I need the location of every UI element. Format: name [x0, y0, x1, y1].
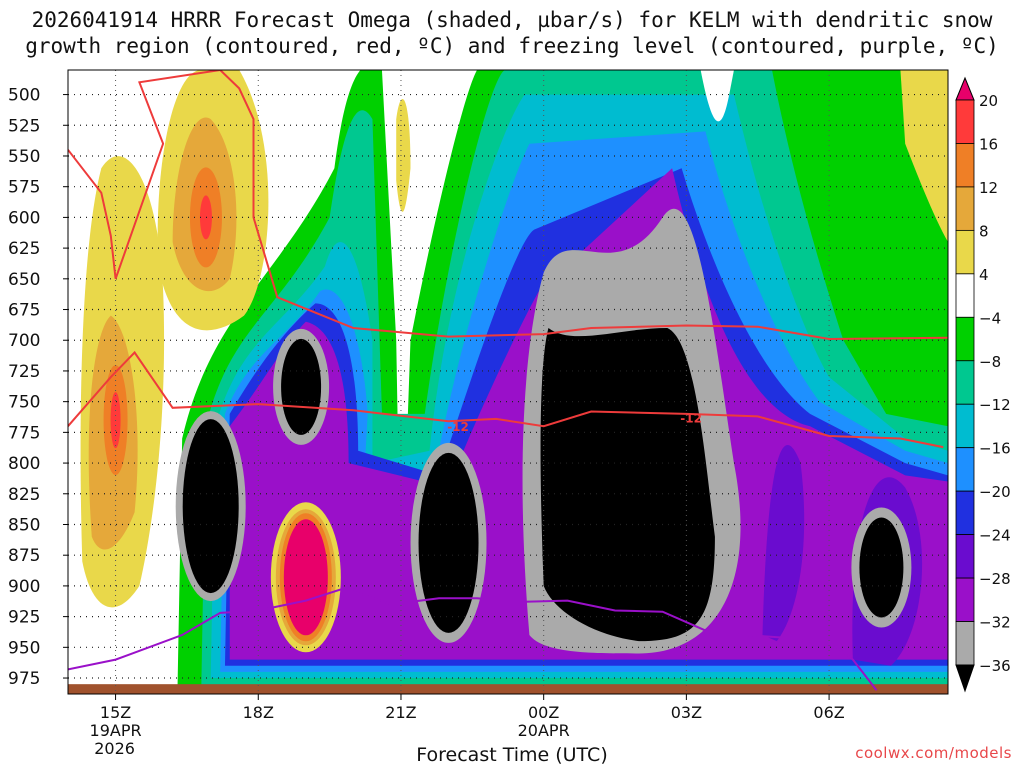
y-tick-label-800: 800 [8, 454, 40, 474]
colorbar-label-8: −16 [979, 440, 1011, 458]
y-tick-label-550: 550 [8, 147, 40, 167]
omega-core-black-2 [281, 338, 322, 435]
y-tick-label-975: 975 [8, 669, 40, 689]
dendritic-contour-2 [68, 70, 948, 341]
plot-area: -12 -12 [68, 70, 948, 694]
freezing-level-contour [68, 587, 878, 691]
x-tick-label-00Z: 00Z [528, 703, 559, 722]
x-tick-year-15Z: 2026 [94, 739, 135, 758]
colorbar-box-10 [955, 490, 975, 536]
y-tick-label-650: 650 [8, 270, 40, 290]
colorbar-box-12 [955, 577, 975, 622]
chart-title-line-2: growth region (contoured, red, ºC) and f… [25, 34, 999, 58]
x-tick-date-15Z: 19APR [90, 721, 142, 740]
colorbar-box-6 [955, 316, 975, 362]
omega-core-black-1 [182, 419, 239, 594]
colorbar-label-9: −20 [979, 483, 1011, 501]
y-tick-label-900: 900 [8, 577, 40, 597]
colorbar-label-0: 20 [979, 92, 998, 110]
y-tick-label-875: 875 [8, 546, 40, 566]
colorbar-box-2 [955, 143, 975, 188]
y-tick-label-600: 600 [8, 208, 40, 228]
y-tick-label-825: 825 [8, 485, 40, 505]
plot-frame [67, 69, 949, 695]
y-tick-label-700: 700 [8, 331, 40, 351]
y-tick-label-950: 950 [8, 638, 40, 658]
colorbar-box-8 [955, 403, 975, 449]
omega-core-black-4 [859, 517, 904, 618]
colorbar-label-2: 12 [979, 179, 998, 197]
colorbar-label-3: 8 [979, 222, 989, 240]
colorbar-bottom-arrow [955, 664, 975, 693]
omega-pos-yellow-5 [900, 70, 948, 242]
y-tick-label-525: 525 [8, 116, 40, 136]
x-tick-label-06Z: 06Z [813, 703, 844, 722]
colorbar-top-arrow [955, 76, 975, 101]
colorbar-label-13: −36 [979, 657, 1011, 675]
colorbar-label-4: 4 [979, 266, 989, 284]
y-tick-label-725: 725 [8, 362, 40, 382]
omega-gap-white [700, 70, 734, 122]
colorbar-label-11: −28 [979, 570, 1011, 588]
omega-pos-magenta [283, 519, 328, 636]
omega-violet-tongue [762, 445, 805, 642]
colorbar-label-12: −32 [979, 614, 1011, 632]
colorbar-box-9 [955, 447, 975, 492]
y-tick-label-750: 750 [8, 393, 40, 413]
colorbar-box-5 [955, 273, 975, 318]
y-tick-label-500: 500 [8, 86, 40, 106]
colorbar-label-7: −12 [979, 396, 1011, 414]
colorbar-label-6: −8 [979, 353, 1001, 371]
omega-core-black-main [540, 327, 715, 642]
x-tick-label-15Z: 15Z [100, 703, 131, 722]
y-tick-label-675: 675 [8, 301, 40, 321]
x-tick-label-03Z: 03Z [671, 703, 702, 722]
x-axis-title: Forecast Time (UTC) [416, 744, 608, 766]
colorbar-box-4 [955, 229, 975, 275]
colorbar-label-1: 16 [979, 135, 998, 153]
y-tick-label-575: 575 [8, 178, 40, 198]
dendritic-contour-1 [68, 350, 944, 449]
y-tick-label-625: 625 [8, 239, 40, 259]
x-tick-label-18Z: 18Z [243, 703, 274, 722]
colorbar-label-10: −24 [979, 527, 1011, 545]
omega-pos-yellow-4 [396, 99, 411, 212]
chart-title-line-1: 2026041914 HRRR Forecast Omega (shaded, … [31, 8, 993, 32]
y-tick-label-925: 925 [8, 608, 40, 628]
y-tick-label-775: 775 [8, 423, 40, 443]
ground-terrain-strip [68, 684, 948, 694]
omega-pos-red-2 [199, 195, 212, 240]
omega-core-black-3 [418, 452, 479, 633]
dendritic-label-1: -12 [447, 420, 469, 434]
colorbar-label-5: −4 [979, 309, 1001, 327]
colorbar-box-13 [955, 621, 975, 666]
dendritic-label-2: -12 [680, 412, 702, 426]
x-tick-date-00Z: 20APR [518, 721, 570, 740]
colorbar-box-3 [955, 186, 975, 231]
x-tick-label-21Z: 21Z [385, 703, 416, 722]
colorbar-box-1 [955, 99, 975, 144]
y-tick-label-850: 850 [8, 515, 40, 535]
credit-label: coolwx.com/models [855, 744, 1012, 762]
colorbar-box-7 [955, 360, 975, 405]
colorbar-box-11 [955, 534, 975, 579]
